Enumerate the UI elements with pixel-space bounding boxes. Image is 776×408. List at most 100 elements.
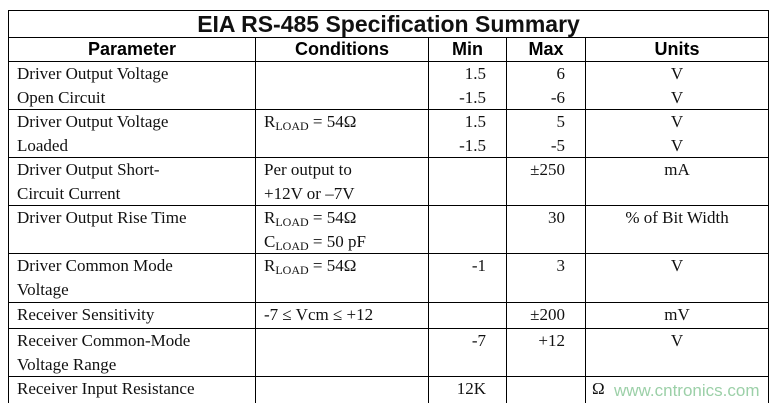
conditions-line: RLOAD = 54Ω <box>264 206 420 230</box>
cell-units: Ω <box>584 376 770 403</box>
max-line: ±250 <box>530 160 565 179</box>
cell-units: mV <box>584 302 770 329</box>
header-max: Max <box>506 37 586 62</box>
conditions-line: RLOAD = 54Ω <box>264 254 420 278</box>
condition-subscript: LOAD <box>275 119 309 133</box>
min-line: 12K <box>456 379 486 398</box>
cell-conditions <box>255 61 429 110</box>
condition-value: = 54Ω <box>308 208 357 227</box>
condition-symbol: R <box>264 256 276 275</box>
cell-max: 5 -5 <box>506 109 586 158</box>
header-units: Units <box>584 37 770 62</box>
units-line: % of Bit Width <box>625 208 729 227</box>
max-line: 6 <box>556 64 566 83</box>
units-line: Ω <box>592 379 605 398</box>
parameter-line: Open Circuit <box>17 87 106 107</box>
conditions-line: RLOAD = 54Ω <box>264 110 420 134</box>
condition-value: = 54Ω <box>308 256 357 275</box>
condition-symbol: Per output to <box>264 160 352 179</box>
cell-units: V <box>584 328 770 377</box>
header-parameter: Parameter <box>8 37 256 62</box>
header-conditions: Conditions <box>255 37 429 62</box>
min-line: -1.5 <box>459 87 486 107</box>
cell-max: 3 <box>506 253 586 303</box>
cell-parameter: Driver Output Rise Time <box>8 205 256 254</box>
units-line: V <box>670 112 684 131</box>
condition-subscript: LOAD <box>275 215 309 229</box>
cell-min: 12K <box>428 376 507 403</box>
conditions-line: Per output to <box>264 158 420 182</box>
max-line: 30 <box>548 208 565 227</box>
cell-min <box>428 205 507 254</box>
conditions-line: CLOAD = 50 pF <box>264 230 420 254</box>
units-line: V <box>670 256 684 275</box>
cell-units: mA <box>584 157 770 206</box>
cell-units: V <box>584 253 770 303</box>
parameter-line: Driver Output Voltage <box>17 64 169 83</box>
condition-subscript: LOAD <box>275 238 309 253</box>
units-line: mA <box>664 160 690 179</box>
cell-parameter: Receiver Sensitivity <box>8 302 256 329</box>
table-row: Receiver Sensitivity -7 ≤ Vcm ≤ +12 ±200 mV <box>8 302 770 329</box>
cell-max <box>506 376 586 403</box>
parameter-line: Circuit Current <box>17 183 121 203</box>
max-line: 5 <box>556 112 566 131</box>
conditions-line: +12V or –7V <box>264 182 420 206</box>
watermark: www.cntronics.com <box>614 381 760 400</box>
cell-conditions: Per output to +12V or –7V <box>255 157 429 206</box>
cell-conditions: -7 ≤ Vcm ≤ +12 <box>255 302 429 329</box>
header-min: Min <box>428 37 507 62</box>
cell-min <box>428 157 507 206</box>
min-line: -1 <box>471 256 486 275</box>
condition-symbol: R <box>264 208 276 227</box>
parameter-line: Driver Common Mode <box>17 256 173 275</box>
cell-parameter: Driver Output Voltage Loaded <box>8 109 256 158</box>
table-row: Driver Common Mode Voltage RLOAD = 54Ω -1 3 V <box>8 253 770 303</box>
parameter-line: Driver Output Rise Time <box>17 208 187 227</box>
cell-max: ±200 <box>506 302 586 329</box>
cell-parameter: Receiver Common-Mode Voltage Range <box>8 328 256 377</box>
min-line: -1.5 <box>459 135 486 155</box>
table-title: EIA RS-485 Specification Summary <box>7 10 770 38</box>
condition-value: = 54Ω <box>308 112 357 131</box>
parameter-line: Receiver Sensitivity <box>17 305 155 324</box>
parameter-line: Driver Output Short- <box>17 160 160 179</box>
max-line: 3 <box>556 256 566 275</box>
parameter-line: Loaded <box>17 135 68 155</box>
cell-min: -7 <box>428 328 507 377</box>
units-line: V <box>670 87 684 107</box>
parameter-line: Receiver Common-Mode <box>17 331 191 350</box>
condition-symbol: R <box>264 112 276 131</box>
units-line: V <box>670 135 684 155</box>
cell-min: 1.5 -1.5 <box>428 109 507 158</box>
cell-min: 1.5 -1.5 <box>428 61 507 110</box>
min-line: -7 <box>471 331 486 350</box>
parameter-line: Receiver Input Resistance <box>17 379 195 398</box>
cell-parameter: Driver Common Mode Voltage <box>8 253 256 303</box>
parameter-line: Voltage <box>17 279 69 299</box>
cell-max: +12 <box>506 328 586 377</box>
cell-conditions: RLOAD = 54Ω CLOAD = 50 pF <box>255 205 429 254</box>
cell-max: ±250 <box>506 157 586 206</box>
max-line: +12 <box>538 331 565 350</box>
cell-min: -1 <box>428 253 507 303</box>
parameter-line: Driver Output Voltage <box>17 112 169 131</box>
cell-units: % of Bit Width <box>584 205 770 254</box>
condition-symbol: C <box>264 231 276 251</box>
max-line: -5 <box>550 135 565 155</box>
min-line: 1.5 <box>464 112 486 131</box>
cell-min <box>428 302 507 329</box>
condition-value: = 50 pF <box>308 231 366 251</box>
parameter-line: Voltage Range <box>17 354 117 374</box>
units-line: V <box>670 64 684 83</box>
cell-conditions: RLOAD = 54Ω <box>255 253 429 303</box>
max-line: -6 <box>550 87 565 107</box>
spec-table: EIA RS-485 Specification Summary Paramet… <box>7 10 770 403</box>
condition-subscript: LOAD <box>275 263 309 277</box>
condition-symbol: -7 ≤ Vcm ≤ +12 <box>264 305 374 324</box>
conditions-line: -7 ≤ Vcm ≤ +12 <box>264 303 420 327</box>
units-line: mV <box>664 305 690 324</box>
table-row: Receiver Common-Mode Voltage Range -7 +12 V <box>8 328 770 377</box>
cell-max: 6 -6 <box>506 61 586 110</box>
